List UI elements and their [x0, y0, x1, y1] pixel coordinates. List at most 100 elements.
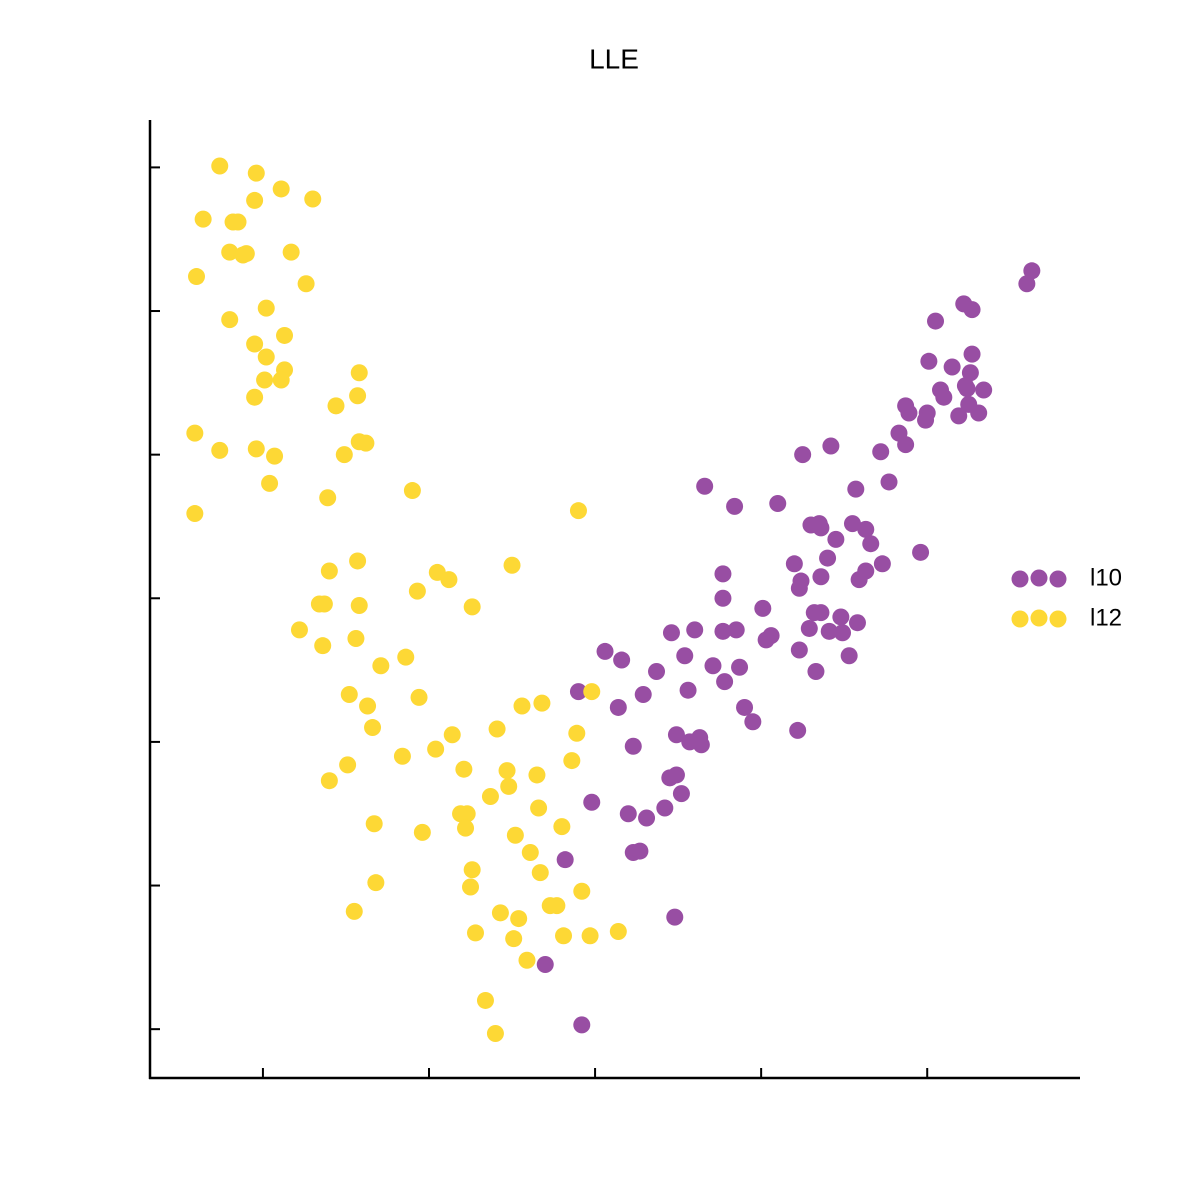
point [862, 535, 880, 553]
point [790, 641, 808, 659]
point [440, 571, 458, 589]
point [912, 543, 930, 561]
chart-title: LLE [589, 43, 639, 74]
point [221, 243, 239, 261]
legend-marker [1011, 610, 1029, 628]
point [211, 441, 229, 459]
point [880, 473, 898, 491]
point [247, 164, 265, 182]
point [631, 842, 649, 860]
point [827, 530, 845, 548]
point [403, 482, 421, 500]
point [624, 737, 642, 755]
point [666, 908, 684, 926]
point [556, 851, 574, 869]
point [340, 686, 358, 704]
point [276, 326, 294, 344]
point [672, 785, 690, 803]
point [393, 747, 411, 765]
point [548, 897, 566, 915]
point [408, 582, 426, 600]
point [873, 555, 891, 573]
point [843, 515, 861, 533]
point [943, 358, 961, 376]
point [257, 348, 275, 366]
point [794, 446, 812, 464]
point [246, 191, 264, 209]
point [872, 443, 890, 461]
point [822, 437, 840, 455]
point [365, 815, 383, 833]
point [320, 772, 338, 790]
point [372, 657, 390, 675]
point [246, 388, 264, 406]
point [488, 720, 506, 738]
point [581, 927, 599, 945]
point [505, 930, 523, 948]
point [304, 190, 322, 208]
point [609, 698, 627, 716]
point [726, 497, 744, 515]
point [619, 805, 637, 823]
point [963, 345, 981, 363]
point [667, 726, 685, 744]
point [935, 388, 953, 406]
point [530, 799, 548, 817]
point [476, 991, 494, 1009]
point [676, 647, 694, 665]
point [188, 268, 205, 286]
point [349, 552, 367, 570]
point [462, 878, 480, 896]
point [397, 648, 415, 666]
point [229, 213, 247, 231]
point [638, 809, 656, 827]
point [744, 713, 762, 731]
point [506, 826, 524, 844]
point [491, 904, 509, 922]
point [359, 697, 377, 715]
point [247, 440, 265, 458]
point [256, 371, 274, 389]
point [662, 624, 680, 642]
point [555, 927, 573, 945]
point [897, 436, 915, 454]
legend-marker [1011, 570, 1029, 588]
point [569, 502, 587, 520]
point [186, 424, 204, 442]
point [679, 681, 697, 699]
legend-label: l12 [1090, 604, 1122, 631]
point [596, 642, 614, 660]
point [315, 595, 333, 613]
point [347, 629, 365, 647]
point [569, 683, 587, 701]
point [847, 480, 865, 498]
point [339, 756, 357, 774]
point [850, 571, 868, 589]
legend-marker [1049, 570, 1067, 588]
point [900, 404, 918, 422]
point [583, 793, 601, 811]
point [812, 568, 830, 586]
point [266, 447, 284, 465]
point [463, 598, 481, 616]
point [186, 505, 204, 523]
point [335, 446, 353, 464]
point [521, 844, 539, 862]
point [656, 799, 674, 817]
point [857, 520, 875, 538]
point [807, 663, 825, 681]
point [528, 766, 546, 784]
point [714, 622, 732, 640]
point [714, 589, 732, 607]
point [367, 874, 385, 892]
point [458, 805, 476, 823]
point [290, 621, 308, 639]
point [963, 301, 981, 319]
point [553, 818, 571, 836]
point [583, 683, 601, 701]
point [345, 902, 363, 920]
point [834, 624, 852, 642]
point [503, 556, 521, 574]
point [194, 210, 212, 228]
point [282, 243, 300, 261]
